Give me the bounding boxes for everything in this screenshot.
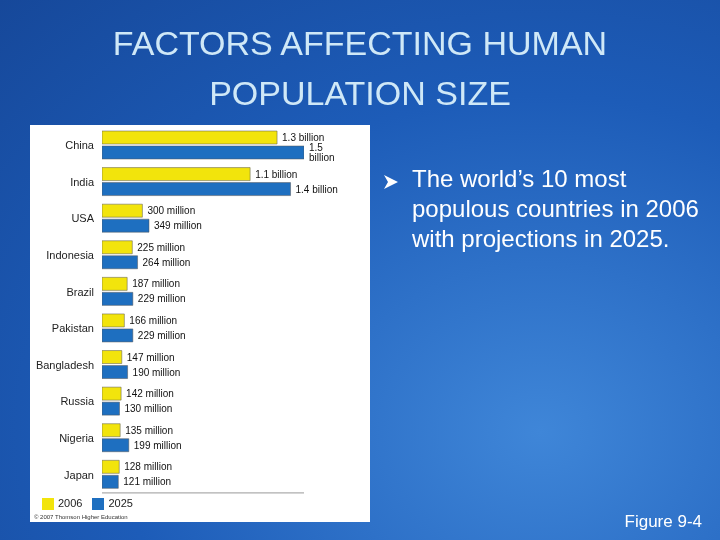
svg-text:Pakistan: Pakistan [52, 322, 94, 334]
svg-text:264 million: 264 million [143, 257, 191, 268]
svg-text:135 million: 135 million [125, 425, 173, 436]
svg-text:China: China [65, 139, 95, 151]
svg-text:USA: USA [71, 212, 94, 224]
html-text:The world’s 10 most populous c: The world’s 10 most populous countries i… [412, 165, 699, 252]
svg-text:147 million: 147 million [127, 352, 175, 363]
svg-text:142 million: 142 million [126, 388, 174, 399]
svg-text:166 million: 166 million [129, 315, 177, 326]
html-text:© 2007 Thomson Higher Educatio: © 2007 Thomson Higher Education [34, 514, 128, 520]
svg-text:1.1 billion: 1.1 billion [255, 169, 297, 180]
svg-text:Nigeria: Nigeria [59, 432, 95, 444]
html-text:FACTORS AFFECTING HUMAN POPULA: FACTORS AFFECTING HUMAN POPULATION SIZE [112, 24, 608, 112]
svg-text:1.3 billion: 1.3 billion [282, 132, 325, 144]
svg-text:Indonesia: Indonesia [46, 249, 95, 261]
svg-text:229 million: 229 million [138, 293, 186, 304]
svg-text:Bangladesh: Bangladesh [36, 359, 94, 371]
svg-text:199 million: 199 million [134, 440, 182, 451]
html-text:Figure 9-4: Figure 9-4 [624, 512, 702, 531]
svg-text:225 million: 225 million [137, 242, 185, 253]
svg-text:Japan: Japan [64, 469, 94, 481]
html-text:2025: 2025 [108, 496, 133, 509]
svg-text:187 million: 187 million [132, 278, 180, 289]
svg-text:Russia: Russia [60, 395, 95, 407]
svg-text:128 million: 128 million [124, 461, 172, 472]
svg-text:India: India [70, 176, 95, 188]
svg-text:1.5billion: 1.5billion [309, 142, 335, 163]
svg-text:229 million: 229 million [138, 330, 186, 341]
html-text:2006: 2006 [58, 496, 83, 509]
svg-text:300 million: 300 million [147, 205, 195, 216]
svg-text:190 million: 190 million [133, 367, 181, 378]
svg-text:130 million: 130 million [125, 403, 173, 414]
svg-text:349 million: 349 million [154, 220, 202, 231]
svg-text:121 million: 121 million [123, 476, 171, 487]
svg-text:1.4 billion: 1.4 billion [296, 184, 338, 195]
svg-text:Brazil: Brazil [66, 286, 94, 298]
